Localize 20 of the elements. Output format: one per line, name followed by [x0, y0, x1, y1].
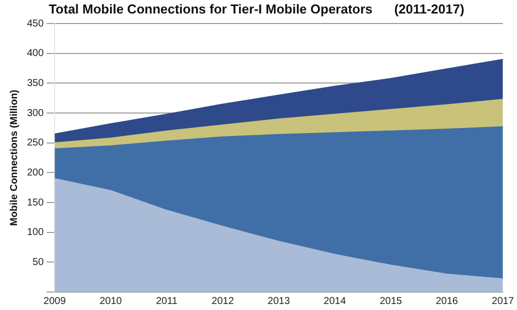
x-tick-label: 2016	[436, 296, 458, 307]
x-tick-label: 2017	[492, 296, 514, 307]
chart-title: Total Mobile Connections for Tier-I Mobile Operators (2011-2017)	[48, 1, 464, 16]
x-tick-label: 2015	[380, 296, 402, 307]
y-tick-label: 450	[26, 18, 44, 30]
x-tick-label: 2012	[212, 296, 234, 307]
x-tick-label: 2014	[324, 296, 346, 307]
x-tick-label: 2011	[156, 296, 178, 307]
y-tick-label: 250	[26, 138, 44, 149]
y-tick-label: 100	[26, 227, 44, 238]
y-tick-label: 350	[26, 78, 44, 89]
x-tick-label: 2010	[100, 296, 122, 307]
x-tick-label: 2013	[268, 296, 290, 307]
y-tick-label: 300	[26, 108, 44, 119]
y-tick-label: 400	[26, 48, 44, 60]
y-tick-label: 200	[26, 167, 44, 178]
y-axis-title: Mobile Connections (Million)	[8, 90, 20, 226]
y-tick-label: 150	[26, 197, 44, 208]
x-tick-label: 2009	[44, 296, 66, 307]
y-tick-label: 50	[32, 256, 44, 268]
